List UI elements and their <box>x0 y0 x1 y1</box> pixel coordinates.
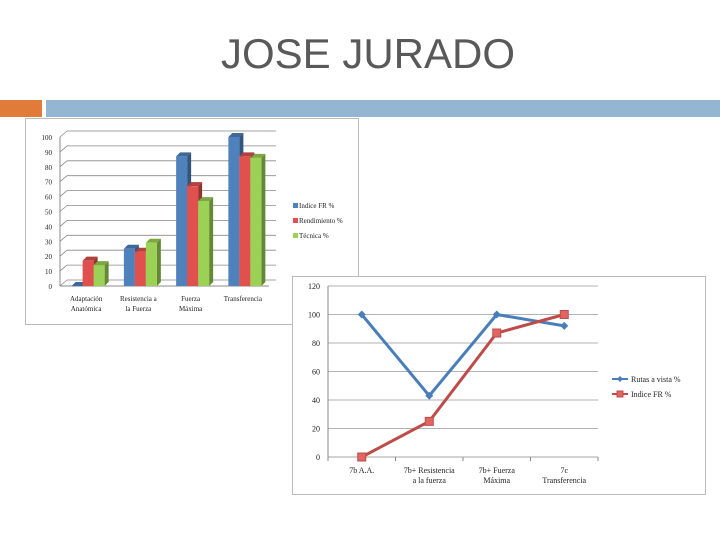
bar-x-tick-label: Anatómica <box>71 305 103 313</box>
bar-top <box>145 238 161 243</box>
bar-gridline-depth <box>59 145 68 153</box>
bar-x-tick-label: Fuerza <box>181 295 201 303</box>
line-legend-marker <box>617 376 623 382</box>
bar <box>82 260 94 286</box>
bar-y-tick-label: 10 <box>45 268 53 276</box>
bar-top <box>250 153 266 158</box>
bar-x-tick-label: Adaptación <box>70 295 103 303</box>
bar-top <box>123 244 139 249</box>
bar-x-tick-label: Resistencia a <box>120 295 158 303</box>
bar-legend-label: Indice FR % <box>299 202 335 210</box>
bar <box>71 286 83 287</box>
bar <box>250 157 262 286</box>
line-y-tick-label: 80 <box>312 339 320 348</box>
bar <box>187 186 199 286</box>
bar-y-tick-label: 0 <box>49 283 53 291</box>
bar <box>176 156 188 286</box>
bar-legend-swatch <box>293 203 298 208</box>
accent-bar-orange <box>0 100 42 117</box>
line-marker-square <box>424 416 434 426</box>
bar-gridline-depth <box>59 220 68 227</box>
bar-y-tick-label: 100 <box>42 134 53 142</box>
bar-side <box>104 261 109 286</box>
bar <box>145 242 157 286</box>
bar-top <box>239 152 255 157</box>
bar <box>198 201 210 286</box>
line-marker-diamond <box>492 310 501 319</box>
line-x-tick-label: 7b+ Resistencia <box>404 466 455 475</box>
bar-top <box>93 261 109 266</box>
line-x-tick-label: 7b A.A. <box>349 466 374 475</box>
bar-y-tick-label: 50 <box>45 209 53 217</box>
bar-legend-swatch <box>293 218 298 223</box>
bar-y-tick-label: 80 <box>45 164 53 172</box>
bar-side <box>209 197 214 286</box>
line-x-tick-label: Transferencia <box>542 476 586 485</box>
bar-top <box>176 152 192 157</box>
line-y-tick-label: 120 <box>308 282 320 291</box>
bar-top <box>82 256 98 261</box>
bar <box>134 251 146 286</box>
bar-side <box>261 153 266 286</box>
bar-y-tick-label: 40 <box>45 223 53 231</box>
bar-x-tick-label: Transferencia <box>224 295 263 303</box>
bar-gridline-depth <box>59 234 68 242</box>
line-x-tick-label: Máxima <box>483 476 510 485</box>
bar-x-tick-label: la Fuerza <box>125 305 152 313</box>
bar-gridline-depth <box>59 205 68 212</box>
line-y-tick-label: 0 <box>316 453 320 462</box>
bar-y-tick-label: 20 <box>45 253 53 261</box>
bar <box>239 156 251 286</box>
bar-y-tick-label: 90 <box>45 149 53 157</box>
line-marker-diamond <box>425 391 434 400</box>
bar <box>93 265 105 286</box>
bar <box>123 248 135 286</box>
bar-gridline-depth <box>59 130 68 138</box>
line-x-tick-label: 7b+ Fuerza <box>479 466 516 475</box>
line-y-tick-label: 40 <box>312 396 320 405</box>
line-marker-diamond <box>560 321 569 330</box>
bar-y-tick-label: 60 <box>45 194 53 202</box>
bar-gridline-depth <box>59 175 68 183</box>
bar-gridline-depth <box>59 160 68 168</box>
line-x-tick-label: a la fuerza <box>413 476 447 485</box>
line-y-tick-label: 20 <box>312 425 320 434</box>
bar-x-tick-label: Máxima <box>179 305 203 313</box>
line-series <box>360 312 565 399</box>
line-marker-square <box>492 328 502 338</box>
line-legend-label: Indice FR % <box>631 390 672 399</box>
bar-legend-label: Técnica % <box>299 232 329 240</box>
bar-top <box>228 133 244 137</box>
bar <box>228 137 240 286</box>
line-legend-label: Rutas a vista % <box>631 375 681 384</box>
bar-legend-label: Rendimiento % <box>299 217 343 225</box>
accent-bar-blue <box>46 100 720 117</box>
line-marker-square <box>559 310 569 319</box>
line-y-tick-label: 60 <box>312 368 320 377</box>
bar-top <box>187 182 203 187</box>
line-legend-marker <box>616 390 624 398</box>
line-marker-diamond <box>357 310 366 319</box>
line-marker-square <box>357 452 367 462</box>
bar-top <box>198 197 214 202</box>
bar-gridline-depth <box>59 249 68 257</box>
line-y-tick-label: 100 <box>308 311 320 320</box>
bar-gridline-depth <box>59 264 68 272</box>
slide-title: JOSE JURADO <box>220 30 516 77</box>
line-series <box>361 313 565 459</box>
bar-y-tick-label: 30 <box>45 238 53 246</box>
bar-gridline-depth <box>59 279 68 287</box>
line-chart-frame <box>292 276 706 495</box>
line-x-tick-label: 7c <box>560 466 568 475</box>
bar-y-tick-label: 70 <box>45 179 53 187</box>
bar-side <box>156 238 161 286</box>
bar-gridline-depth <box>59 190 68 197</box>
bar-legend-swatch <box>293 233 298 238</box>
